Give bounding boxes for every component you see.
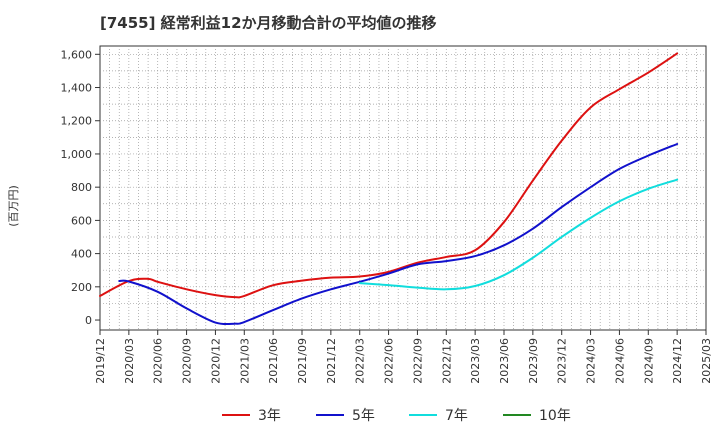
y-tick-label: 1,600 [61,48,93,61]
legend: 3年 5年 7年 10年 [222,408,571,424]
chart-title: [7455] 経常利益12か月移動合計の平均値の推移 [100,14,437,32]
legend-label: 10年 [539,408,571,424]
series-line-3 [358,178,679,291]
x-tick-label: 2020/09 [181,338,194,384]
y-tick-label: 1,000 [61,148,93,161]
x-tick-label: 2024/03 [585,338,598,384]
series-lines [99,52,679,326]
x-tick-label: 2023/12 [556,338,569,384]
x-tick-label: 2023/03 [469,338,482,384]
grid [100,46,706,330]
x-axis-ticks: 2019/12 2020/03 2020/06 2020/09 2020/12 2021/… [94,330,713,384]
x-tick-label: 2021/12 [325,338,338,384]
x-tick-label: 2020/06 [152,338,165,384]
x-tick-label: 2025/03 [700,338,713,384]
x-tick-label: 2021/03 [238,338,251,384]
y-tick-label: 800 [71,181,92,194]
x-tick-label: 2020/12 [209,338,222,384]
y-tick-label: 1,400 [61,82,93,95]
x-tick-label: 2023/09 [527,338,540,384]
x-tick-label: 2020/03 [123,338,136,384]
y-tick-label: 1,200 [61,115,93,128]
series-line-1 [99,52,679,299]
x-tick-label: 2021/06 [267,338,280,384]
x-tick-label: 2021/09 [296,338,309,384]
x-tick-label: 2022/06 [383,338,396,384]
plot-frame [99,45,707,331]
x-tick-label: 2019/12 [94,338,107,384]
y-axis-ticks: 0 200 400 600 800 1,000 1,200 1,400 1,600 [61,48,100,327]
legend-label: 3年 [258,408,281,424]
y-tick-label: 600 [71,214,92,227]
y-tick-label: 400 [71,248,92,261]
y-axis-label: (百万円) [7,185,20,227]
legend-label: 5年 [352,408,375,424]
x-tick-label: 2024/06 [613,338,626,384]
x-tick-label: 2022/09 [411,338,424,384]
x-tick-label: 2022/03 [354,338,367,384]
series-line-2 [118,142,679,326]
y-tick-label: 0 [85,314,92,327]
x-tick-label: 2024/12 [671,338,684,384]
y-tick-label: 200 [71,281,92,294]
x-tick-label: 2023/06 [498,338,511,384]
x-tick-label: 2024/09 [642,338,655,384]
plot-area [99,45,707,331]
legend-label: 7年 [445,408,468,424]
x-tick-label: 2022/12 [440,338,453,384]
